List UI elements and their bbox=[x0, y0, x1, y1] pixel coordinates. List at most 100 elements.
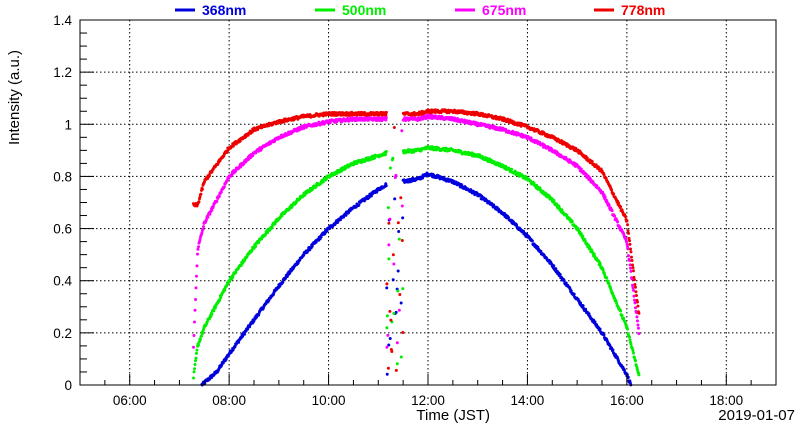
data-point bbox=[196, 343, 200, 347]
y-tick-label: 1 bbox=[64, 117, 72, 132]
data-point bbox=[383, 153, 387, 157]
y-tick-label: 1.4 bbox=[53, 13, 72, 28]
data-point bbox=[384, 113, 388, 117]
data-point bbox=[213, 306, 217, 310]
data-point bbox=[401, 287, 405, 291]
data-point bbox=[387, 243, 391, 247]
legend-label: 675nm bbox=[482, 2, 526, 18]
data-point bbox=[581, 304, 585, 308]
series-675nm bbox=[192, 113, 641, 349]
data-point bbox=[193, 308, 197, 312]
data-point bbox=[198, 337, 202, 341]
data-point bbox=[400, 129, 404, 133]
grid-lines bbox=[80, 20, 776, 385]
data-point bbox=[401, 216, 405, 220]
data-point bbox=[196, 245, 200, 249]
data-point bbox=[633, 306, 637, 310]
data-point bbox=[400, 239, 404, 243]
data-point bbox=[634, 293, 638, 297]
x-tick-label: 12:00 bbox=[411, 393, 445, 408]
data-point bbox=[196, 247, 200, 251]
data-point bbox=[219, 295, 223, 299]
x-tick-labels: 06:00 08:00 10:00 12:00 14:00 16:00 18:00 bbox=[113, 393, 743, 408]
data-point bbox=[195, 351, 198, 355]
data-point bbox=[302, 253, 306, 257]
y-axis-label: Intensity (a.u.) bbox=[6, 50, 23, 145]
plot-frame bbox=[79, 19, 777, 386]
y-tick-label: 0.8 bbox=[53, 169, 72, 184]
data-point bbox=[385, 282, 389, 286]
data-point bbox=[579, 301, 583, 305]
data-point bbox=[632, 294, 636, 298]
data-point bbox=[397, 237, 401, 241]
data-point bbox=[587, 312, 591, 316]
data-point bbox=[231, 275, 235, 279]
legend-label: 368nm bbox=[202, 2, 246, 18]
data-point bbox=[626, 327, 630, 331]
data-point bbox=[204, 218, 208, 222]
data-point bbox=[605, 276, 609, 280]
y-tick-label: 0.4 bbox=[53, 274, 72, 289]
data-point bbox=[278, 284, 282, 288]
data-point bbox=[631, 351, 635, 355]
data-point bbox=[386, 333, 390, 337]
data-point bbox=[635, 319, 639, 323]
data-point bbox=[192, 334, 196, 338]
data-point bbox=[619, 205, 623, 209]
data-point bbox=[251, 154, 255, 158]
data-point bbox=[281, 280, 285, 284]
x-tick-label: 16:00 bbox=[610, 393, 644, 408]
data-point bbox=[590, 159, 594, 163]
data-point bbox=[396, 221, 400, 225]
data-point bbox=[200, 187, 204, 191]
data-point bbox=[386, 206, 390, 210]
data-point bbox=[572, 292, 576, 296]
data-point bbox=[530, 239, 534, 243]
data-point bbox=[194, 356, 198, 360]
data-point bbox=[193, 362, 197, 366]
data-point bbox=[302, 126, 306, 130]
data-point bbox=[387, 343, 391, 347]
data-point bbox=[627, 231, 631, 235]
series-778nm bbox=[192, 108, 641, 372]
data-point bbox=[627, 254, 631, 258]
data-point bbox=[195, 252, 199, 256]
data-point bbox=[616, 220, 620, 224]
legend: 368nm 500nm 675nm 778nm bbox=[175, 2, 665, 18]
x-tick-label: 10:00 bbox=[312, 393, 346, 408]
data-point bbox=[389, 318, 393, 322]
data-point bbox=[206, 215, 210, 219]
data-point bbox=[562, 279, 566, 283]
data-point bbox=[631, 266, 635, 270]
data-point bbox=[392, 262, 396, 266]
data-point bbox=[631, 349, 635, 353]
data-point bbox=[550, 197, 554, 201]
data-point bbox=[207, 174, 211, 178]
y-tick-label: 0.6 bbox=[53, 222, 72, 237]
data-point bbox=[388, 309, 392, 313]
x-tick-label: 14:00 bbox=[511, 393, 545, 408]
data-point bbox=[628, 263, 632, 267]
data-point bbox=[581, 234, 585, 238]
data-point bbox=[384, 118, 388, 122]
data-point bbox=[222, 185, 226, 189]
data-point bbox=[633, 301, 637, 305]
data-point bbox=[625, 240, 629, 244]
data-point bbox=[238, 139, 242, 143]
data-point bbox=[632, 275, 636, 279]
data-point bbox=[628, 335, 632, 339]
data-point bbox=[392, 126, 396, 129]
data-point bbox=[629, 269, 633, 273]
data-point bbox=[385, 372, 389, 376]
data-point bbox=[393, 197, 397, 201]
data-point bbox=[631, 269, 635, 273]
data-point bbox=[201, 225, 205, 229]
data-point bbox=[223, 288, 227, 292]
data-point bbox=[372, 156, 376, 160]
data-point bbox=[193, 367, 197, 371]
data-point bbox=[633, 283, 637, 287]
data-point bbox=[628, 258, 632, 262]
data-point bbox=[208, 212, 212, 216]
date-label: 2019-01-07 bbox=[718, 407, 795, 424]
data-point bbox=[629, 342, 633, 346]
